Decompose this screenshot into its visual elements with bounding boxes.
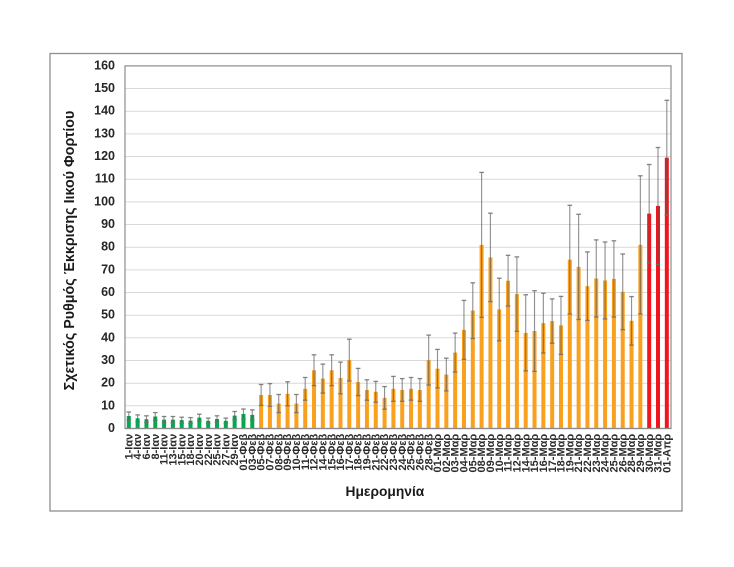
svg-text:05-Φεβ: 05-Φεβ [256,434,268,471]
svg-text:50: 50 [101,308,115,322]
svg-text:10-Μαρ: 10-Μαρ [494,434,506,473]
svg-text:21-Φεβ: 21-Φεβ [370,434,382,471]
svg-text:15-Ιαν: 15-Ιαν [176,434,188,466]
svg-text:01-Απρ: 01-Απρ [661,434,673,473]
svg-text:1-Ιαν: 1-Ιαν [123,434,135,460]
svg-text:15-Μαρ: 15-Μαρ [529,434,541,473]
svg-text:150: 150 [94,81,115,95]
svg-text:28-Μαρ: 28-Μαρ [626,434,638,473]
svg-text:03-Μαρ: 03-Μαρ [450,434,462,473]
svg-text:24-Μαρ: 24-Μαρ [600,434,612,473]
svg-text:19-Φεβ: 19-Φεβ [362,434,374,471]
svg-text:11-Μαρ: 11-Μαρ [503,434,515,472]
svg-text:0: 0 [108,421,115,435]
svg-text:13-Ιαν: 13-Ιαν [168,434,180,466]
svg-text:23-Μαρ: 23-Μαρ [591,434,603,473]
svg-text:23-Φεβ: 23-Φεβ [388,434,400,471]
svg-text:6-Ιαν: 6-Ιαν [141,434,153,460]
svg-text:02-Μαρ: 02-Μαρ [441,434,453,473]
svg-text:25-Μαρ: 25-Μαρ [609,434,621,473]
svg-text:28-Φεβ: 28-Φεβ [423,434,435,471]
svg-text:80: 80 [101,240,115,254]
svg-text:30: 30 [101,353,115,367]
svg-text:160: 160 [94,58,115,72]
svg-text:12-Φεβ: 12-Φεβ [309,434,321,471]
svg-text:03-Φεβ: 03-Φεβ [247,434,259,471]
svg-text:14-Μαρ: 14-Μαρ [520,434,532,473]
svg-text:10-Φεβ: 10-Φεβ [291,434,303,471]
svg-text:17-Μαρ: 17-Μαρ [547,434,559,473]
svg-text:19-Μαρ: 19-Μαρ [564,434,576,473]
svg-text:21-Μαρ: 21-Μαρ [573,434,585,473]
svg-text:18-Ιαν: 18-Ιαν [185,434,197,466]
svg-text:30-Μαρ: 30-Μαρ [644,434,656,473]
svg-text:20-Ιαν: 20-Ιαν [194,434,206,466]
svg-text:10: 10 [101,398,115,412]
svg-text:22-Φεβ: 22-Φεβ [379,434,391,471]
svg-text:08-Μαρ: 08-Μαρ [476,434,488,473]
svg-text:140: 140 [94,104,115,118]
svg-text:09-Φεβ: 09-Φεβ [282,434,294,471]
svg-text:70: 70 [101,262,115,276]
svg-text:27-Ιαν: 27-Ιαν [220,434,232,466]
svg-text:29-Ιαν: 29-Ιαν [229,434,241,466]
svg-text:12-Μαρ: 12-Μαρ [511,434,523,473]
svg-text:29-Μαρ: 29-Μαρ [635,434,647,473]
svg-text:22-Ιαν: 22-Ιαν [203,434,215,466]
svg-text:16-Φεβ: 16-Φεβ [335,434,347,471]
svg-text:60: 60 [101,285,115,299]
svg-text:09-Μαρ: 09-Μαρ [485,434,497,473]
svg-text:120: 120 [94,149,115,163]
svg-text:8-Ιαν: 8-Ιαν [150,434,162,460]
svg-text:110: 110 [95,172,115,186]
svg-text:4-Ιαν: 4-Ιαν [132,434,144,460]
svg-text:08-Φεβ: 08-Φεβ [273,434,285,471]
svg-text:25-Φεβ: 25-Φεβ [406,434,418,471]
svg-text:16-Μαρ: 16-Μαρ [538,434,550,473]
svg-text:05-Μαρ: 05-Μαρ [467,434,479,473]
svg-text:01-Φεβ: 01-Φεβ [238,434,250,471]
svg-text:40: 40 [101,330,115,344]
svg-text:07-Φεβ: 07-Φεβ [265,434,277,471]
svg-text:90: 90 [101,217,115,231]
svg-text:22-Μαρ: 22-Μαρ [582,434,594,473]
svg-text:100: 100 [94,194,115,208]
svg-text:26-Φεβ: 26-Φεβ [414,434,426,471]
svg-text:25-Ιαν: 25-Ιαν [212,434,224,466]
svg-text:17-Φεβ: 17-Φεβ [344,434,356,471]
svg-text:26-Μαρ: 26-Μαρ [617,434,629,473]
svg-text:01-Μαρ: 01-Μαρ [432,434,444,473]
svg-text:14-Φεβ: 14-Φεβ [317,434,329,471]
svg-text:18-Φεβ: 18-Φεβ [353,434,365,471]
svg-text:04-Μαρ: 04-Μαρ [459,434,471,473]
svg-text:15-Φεβ: 15-Φεβ [326,434,338,471]
svg-text:Ημερομηνία: Ημερομηνία [346,484,425,499]
svg-text:24-Φεβ: 24-Φεβ [397,434,409,471]
svg-text:11-Ιαν: 11-Ιαν [159,434,171,465]
svg-text:130: 130 [94,126,115,140]
svg-text:Σχετικός Ρυθμός Έκκρισης Ιικού: Σχετικός Ρυθμός Έκκρισης Ιικού Φορτίου [62,111,78,391]
svg-text:18-Μαρ: 18-Μαρ [556,434,568,473]
svg-text:20: 20 [101,376,115,390]
svg-text:11-Φεβ: 11-Φεβ [300,434,312,471]
svg-text:31-Μαρ: 31-Μαρ [653,434,665,473]
